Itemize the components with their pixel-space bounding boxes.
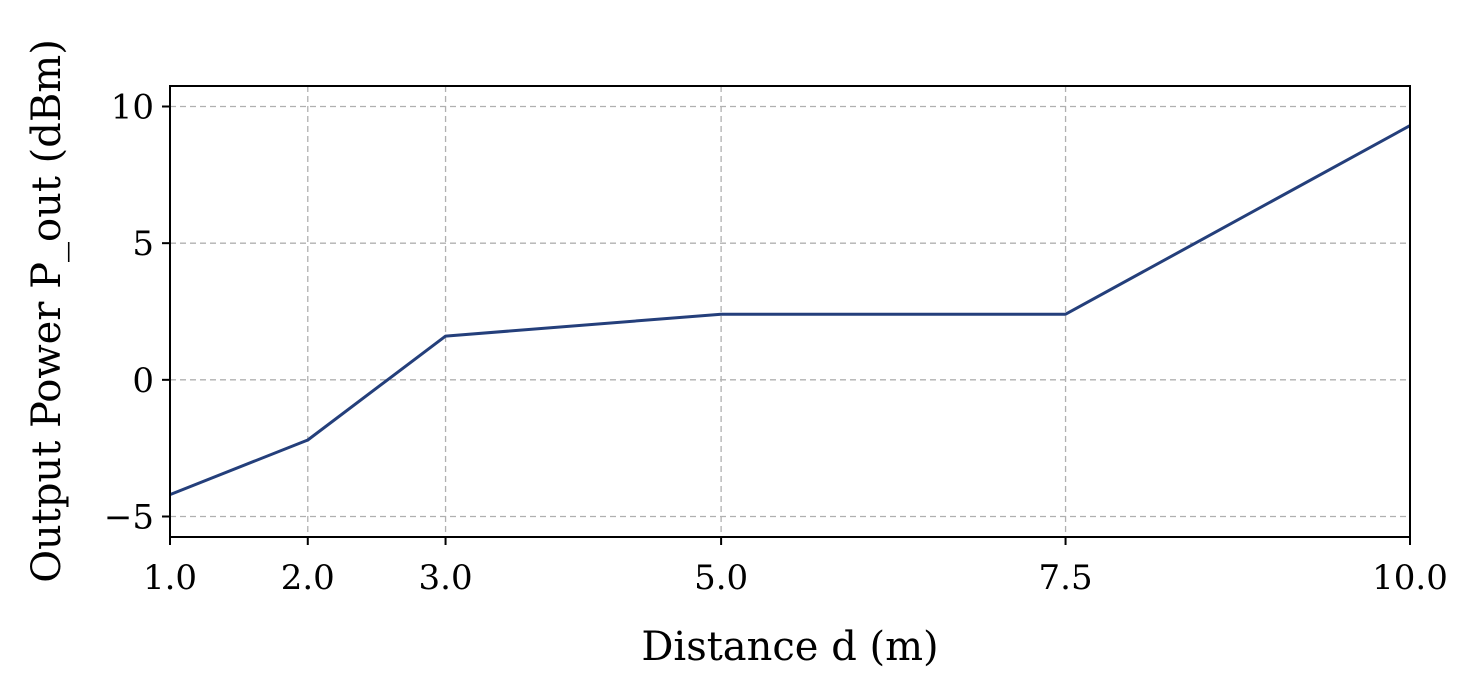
y-tick-label: 10 [111, 88, 154, 128]
x-tick-label: 7.5 [1039, 558, 1093, 598]
y-tick-label: −5 [104, 498, 154, 538]
grid [169, 86, 1411, 537]
y-tick-label: 5 [132, 224, 154, 264]
x-axis-label: Distance d (m) [641, 624, 938, 670]
y-axis-label: Output Power P_out (dBm) [24, 39, 70, 583]
plot-frame [169, 85, 1411, 538]
series-layer [169, 124, 1411, 496]
x-tick-label: 3.0 [419, 558, 473, 598]
x-tick-label: 10.0 [1372, 558, 1448, 598]
series-line [169, 124, 1411, 496]
x-tick-label: 2.0 [281, 558, 335, 598]
x-tick-label: 1.0 [143, 558, 197, 598]
y-tick-label: 0 [132, 361, 154, 401]
x-tick-label: 5.0 [694, 558, 748, 598]
ticks: 1.0 2.0 3.0 5.0 7.5 10.0 −5 0 5 10 [104, 88, 1448, 599]
